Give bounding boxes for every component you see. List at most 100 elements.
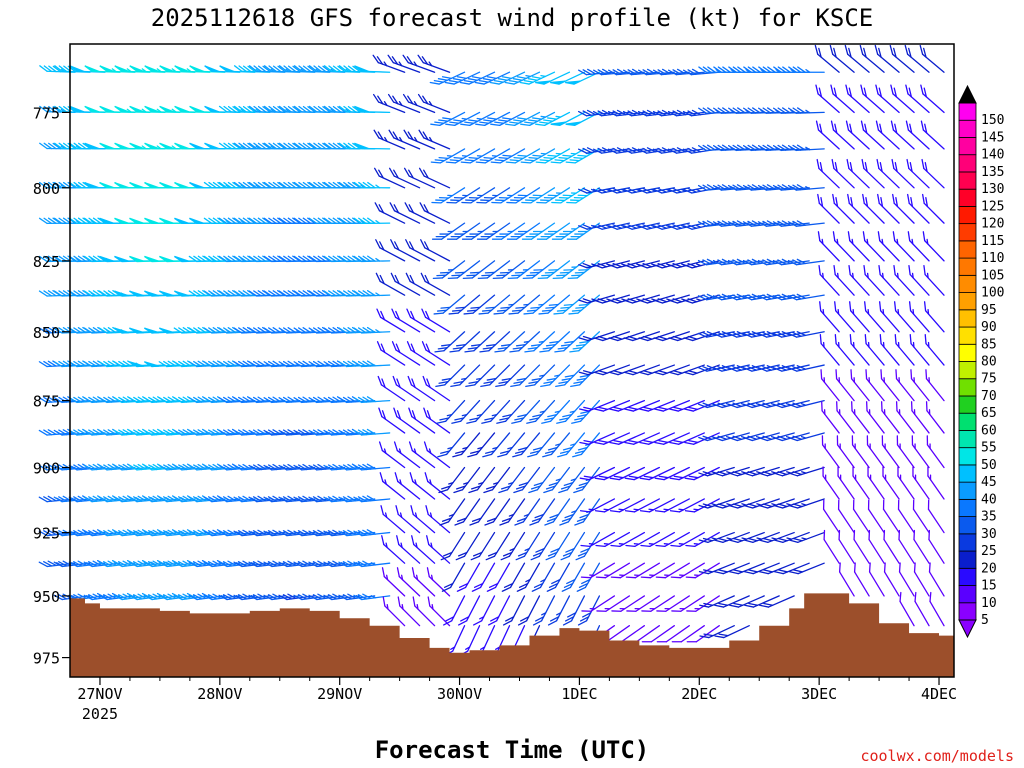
barb-feather: [742, 367, 753, 372]
barb-feather: [743, 436, 753, 442]
barb-feather: [923, 301, 927, 312]
barb-flag: [204, 65, 220, 73]
barb-feather: [53, 594, 63, 601]
wind-barb: [499, 498, 526, 526]
wind-barb: [852, 466, 870, 500]
barb-feather: [578, 110, 588, 117]
barb-feather: [98, 290, 108, 297]
barb-feather: [713, 570, 724, 575]
wind-barb: [517, 595, 541, 626]
barb-feather: [238, 255, 247, 262]
barb-feather: [742, 295, 753, 301]
barb-feather: [38, 217, 48, 225]
barb-feather: [763, 602, 774, 606]
barb-feather: [47, 560, 57, 567]
wind-barb: [375, 239, 406, 262]
barb-feather: [188, 561, 198, 568]
barb-feather: [379, 472, 384, 483]
barb-feather: [714, 604, 725, 608]
barb-feather: [353, 429, 363, 436]
barb-feather: [702, 537, 713, 542]
barb-feather: [302, 327, 312, 334]
barb-flag: [219, 65, 235, 73]
barb-feather: [233, 327, 243, 334]
barb-feather: [227, 327, 237, 334]
barb-feather: [207, 594, 218, 600]
wind-barb: [529, 498, 556, 526]
barb-feather: [212, 429, 222, 436]
barb-feather: [277, 65, 286, 73]
barb-feather: [788, 504, 799, 509]
barb-feather: [732, 144, 742, 151]
wind-barb: [444, 71, 481, 85]
barb-feather: [721, 184, 731, 191]
barb-feather: [541, 420, 552, 424]
barb-feather: [92, 560, 102, 567]
barb-feather: [317, 396, 327, 403]
barb-flag: [99, 142, 115, 150]
barb-feather: [547, 620, 558, 626]
barb-feather: [526, 309, 538, 312]
wind-barb: [898, 529, 915, 564]
barb-feather: [88, 255, 98, 262]
barb-feather: [347, 463, 357, 470]
barb-feather: [233, 255, 243, 263]
barb-half-feather: [165, 561, 171, 566]
wind-barb: [667, 187, 705, 194]
barb-feather: [298, 65, 307, 73]
barb-feather: [747, 503, 758, 508]
wind-barb: [439, 498, 466, 526]
barb-feather: [925, 197, 929, 208]
barb-feather: [338, 217, 348, 225]
barb-feather: [732, 294, 742, 300]
wind-barb: [467, 432, 496, 458]
barb-feather: [520, 161, 531, 164]
barb-feather: [571, 420, 582, 424]
barb-feather: [528, 119, 539, 122]
barb-staff: [837, 508, 855, 534]
barb-feather: [914, 591, 917, 603]
barb-feather: [482, 78, 493, 81]
barb-feather: [293, 255, 303, 263]
barb-feather: [278, 290, 288, 297]
barb-feather: [132, 561, 143, 567]
barb-feather: [38, 361, 48, 368]
wind-barb: [480, 364, 511, 388]
barb-feather: [910, 197, 914, 208]
barb-feather: [542, 453, 553, 458]
barb-feather: [188, 530, 198, 537]
barb-feather: [233, 464, 243, 471]
wind-barb: [505, 111, 541, 127]
barb-feather: [661, 68, 672, 75]
barb-half-feather: [415, 542, 418, 549]
barb-flag: [84, 105, 100, 113]
barb-feather: [232, 217, 241, 224]
barb-feather: [792, 402, 803, 407]
barb-feather: [515, 485, 526, 490]
barb-feather: [156, 559, 167, 566]
barb-feather: [437, 347, 448, 350]
barb-feather: [796, 220, 806, 226]
barb-feather: [338, 530, 348, 537]
barb-feather: [362, 429, 372, 436]
barb-feather: [568, 312, 579, 315]
barb-feather: [640, 576, 652, 579]
wind-barb: [476, 222, 511, 240]
barb-feather: [218, 464, 228, 471]
barb-half-feather: [126, 108, 132, 113]
wind-barb: [837, 499, 855, 534]
barb-feather: [616, 147, 627, 153]
barb-feather: [73, 217, 83, 225]
wind-barb: [683, 399, 720, 412]
barb-feather: [747, 144, 757, 151]
barb-feather: [263, 142, 273, 150]
wind-barb: [446, 222, 481, 240]
barb-feather: [218, 290, 228, 297]
barb-feather: [565, 161, 576, 164]
barb-feather: [188, 327, 198, 334]
barb-feather: [405, 272, 411, 283]
barb-feather: [597, 298, 608, 303]
barb-feather: [781, 258, 791, 265]
barb-half-feather: [401, 604, 404, 610]
barb-feather: [393, 204, 400, 214]
